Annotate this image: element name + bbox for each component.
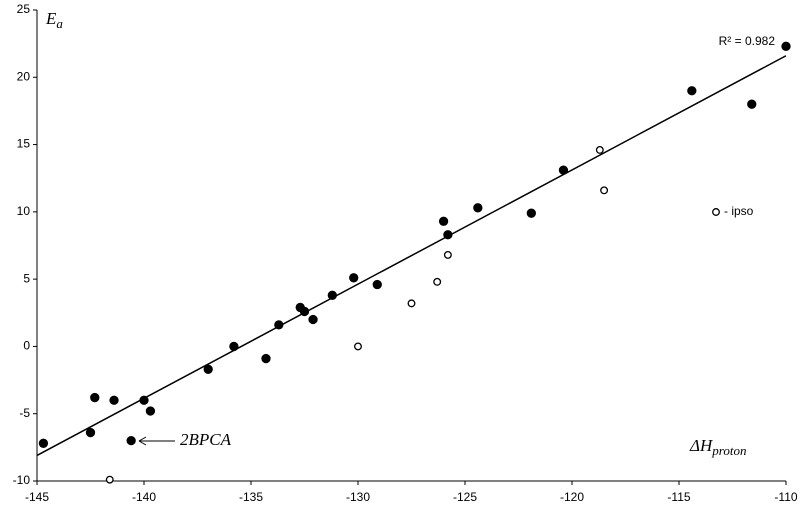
- point: [90, 392, 100, 403]
- point: [145, 406, 156, 416]
- point: [308, 314, 318, 325]
- x-tick-label: -110: [774, 490, 797, 504]
- point: [38, 438, 49, 448]
- y-tick-label: 15: [17, 137, 31, 151]
- point: [433, 277, 442, 286]
- y-tick-label: -5: [19, 406, 30, 420]
- y-label-sub: a: [56, 16, 63, 31]
- y-axis-label: Ea: [45, 9, 63, 31]
- y-tick-label: 10: [17, 204, 31, 218]
- point: [687, 86, 697, 96]
- point: [85, 427, 96, 438]
- point: [372, 279, 382, 290]
- point: [443, 250, 452, 259]
- annotation-arrow: [138, 436, 175, 446]
- point: [261, 353, 271, 364]
- point: [349, 273, 359, 283]
- r2-annotation: R² = 0.982: [719, 34, 776, 48]
- x-tick-label: -125: [453, 490, 477, 504]
- point: [595, 146, 604, 154]
- point: [526, 208, 536, 218]
- x-axis-label: ΔHproton: [689, 436, 746, 458]
- x-tick-label: -130: [346, 490, 370, 504]
- point: [274, 320, 284, 330]
- fit-line: [36, 55, 787, 457]
- point: [139, 395, 149, 405]
- point: [600, 186, 609, 195]
- x-tick-label: -115: [667, 490, 690, 504]
- y-tick-label: 5: [23, 271, 30, 285]
- x-tick-label: -135: [239, 490, 263, 504]
- point: [105, 475, 114, 484]
- point-annotation: 2BPCA: [180, 430, 232, 449]
- y-label-main: E: [45, 9, 57, 28]
- point: [229, 341, 239, 352]
- point: [109, 395, 119, 405]
- point: [299, 306, 310, 317]
- point: [747, 99, 757, 109]
- point: [354, 342, 362, 351]
- x-tick-label: -120: [560, 490, 584, 504]
- point: [126, 435, 136, 446]
- point: [473, 203, 483, 213]
- y-tick-label: -10: [13, 473, 31, 487]
- legend-marker: [712, 208, 720, 216]
- arrow-head: [138, 436, 147, 446]
- point: [443, 230, 453, 240]
- point: [407, 299, 416, 308]
- point: [438, 216, 449, 226]
- x-label-main: ΔH: [689, 436, 714, 455]
- x-label-sub: proton: [711, 443, 746, 458]
- legend-label: - ipso: [724, 204, 754, 218]
- x-tick-label: -145: [25, 490, 49, 504]
- y-tick-label: 25: [17, 2, 31, 16]
- y-tick-label: 0: [23, 339, 30, 353]
- point: [781, 41, 791, 51]
- y-tick-label: 20: [17, 69, 31, 83]
- point: [203, 364, 213, 374]
- point: [327, 290, 337, 300]
- point: [558, 165, 569, 175]
- x-tick-label: -140: [132, 490, 156, 504]
